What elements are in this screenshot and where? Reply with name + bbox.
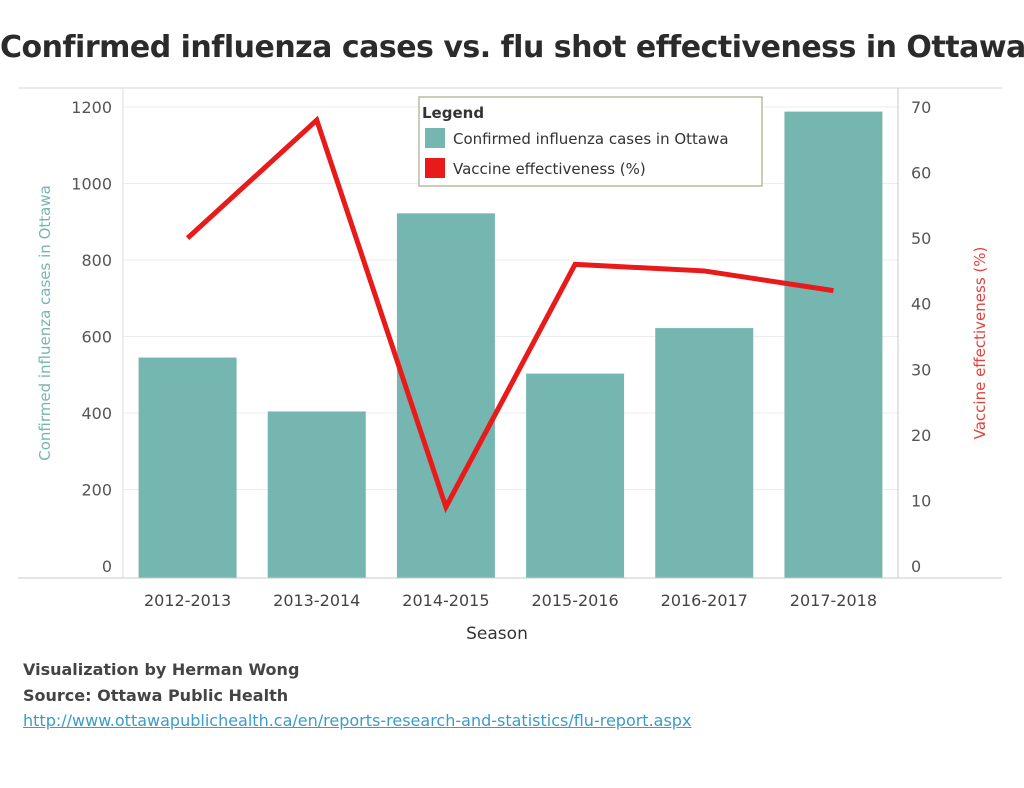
y-tick-label: 400 xyxy=(81,404,112,423)
legend-swatch-effectiveness xyxy=(425,158,445,178)
x-tick-label: 2014-2015 xyxy=(402,591,489,610)
x-tick-label: 2013-2014 xyxy=(273,591,360,610)
source-text: Source: Ottawa Public Health xyxy=(23,686,289,705)
y2-tick-label: 50 xyxy=(911,229,931,248)
y2-tick-label: 0 xyxy=(911,557,921,576)
legend-box xyxy=(418,96,763,187)
bar xyxy=(526,373,625,578)
y-tick-label: 1200 xyxy=(71,98,112,117)
y2-tick-label: 60 xyxy=(911,164,931,183)
y2-tick-label: 40 xyxy=(911,295,931,314)
bar xyxy=(784,111,883,578)
effectiveness-line xyxy=(185,115,834,514)
axes: 0 200 400 600 800 1000 1200 0 10 20 30 40 50 60 70 2012… xyxy=(18,87,1002,644)
y2-tick-label: 30 xyxy=(911,360,931,379)
y-tick-label: 1000 xyxy=(71,175,112,194)
x-tick-label: 2015-2016 xyxy=(531,591,618,610)
legend-title: Legend xyxy=(422,104,484,122)
x-tick-label: 2016-2017 xyxy=(661,591,748,610)
legend-label-effectiveness: Vaccine effectiveness (%) xyxy=(453,160,646,178)
y2-axis-title: Vaccine effectiveness (%) xyxy=(971,247,989,440)
y-tick-label: 200 xyxy=(81,481,112,500)
effectiveness-polyline xyxy=(185,115,834,514)
chart-title: Confirmed influenza cases vs. flu shot e… xyxy=(0,30,1024,65)
x-axis-title: Season xyxy=(466,624,528,644)
source-link[interactable]: http://www.ottawapublichealth.ca/en/repo… xyxy=(23,711,692,730)
y2-tick-label: 10 xyxy=(911,491,931,510)
legend-swatch-cases xyxy=(425,128,445,148)
bar xyxy=(138,357,237,578)
bar xyxy=(267,411,366,578)
y2-tick-label: 20 xyxy=(911,426,931,445)
y-tick-label: 600 xyxy=(81,328,112,347)
bar xyxy=(396,213,495,578)
x-tick-label: 2017-2018 xyxy=(790,591,877,610)
credit-text: Visualization by Herman Wong xyxy=(23,660,300,679)
bar xyxy=(655,328,754,578)
y-tick-label: 0 xyxy=(102,557,112,576)
legend-label-cases: Confirmed influenza cases in Ottawa xyxy=(453,130,729,148)
bars xyxy=(138,111,883,578)
y-axis-title: Confirmed influenza cases in Ottawa xyxy=(36,185,54,461)
legend: Legend Confirmed influenza cases in Ottaw… xyxy=(418,96,763,187)
x-tick-label: 2012-2013 xyxy=(144,591,231,610)
y2-tick-label: 70 xyxy=(911,98,931,117)
y-tick-label: 800 xyxy=(81,251,112,270)
